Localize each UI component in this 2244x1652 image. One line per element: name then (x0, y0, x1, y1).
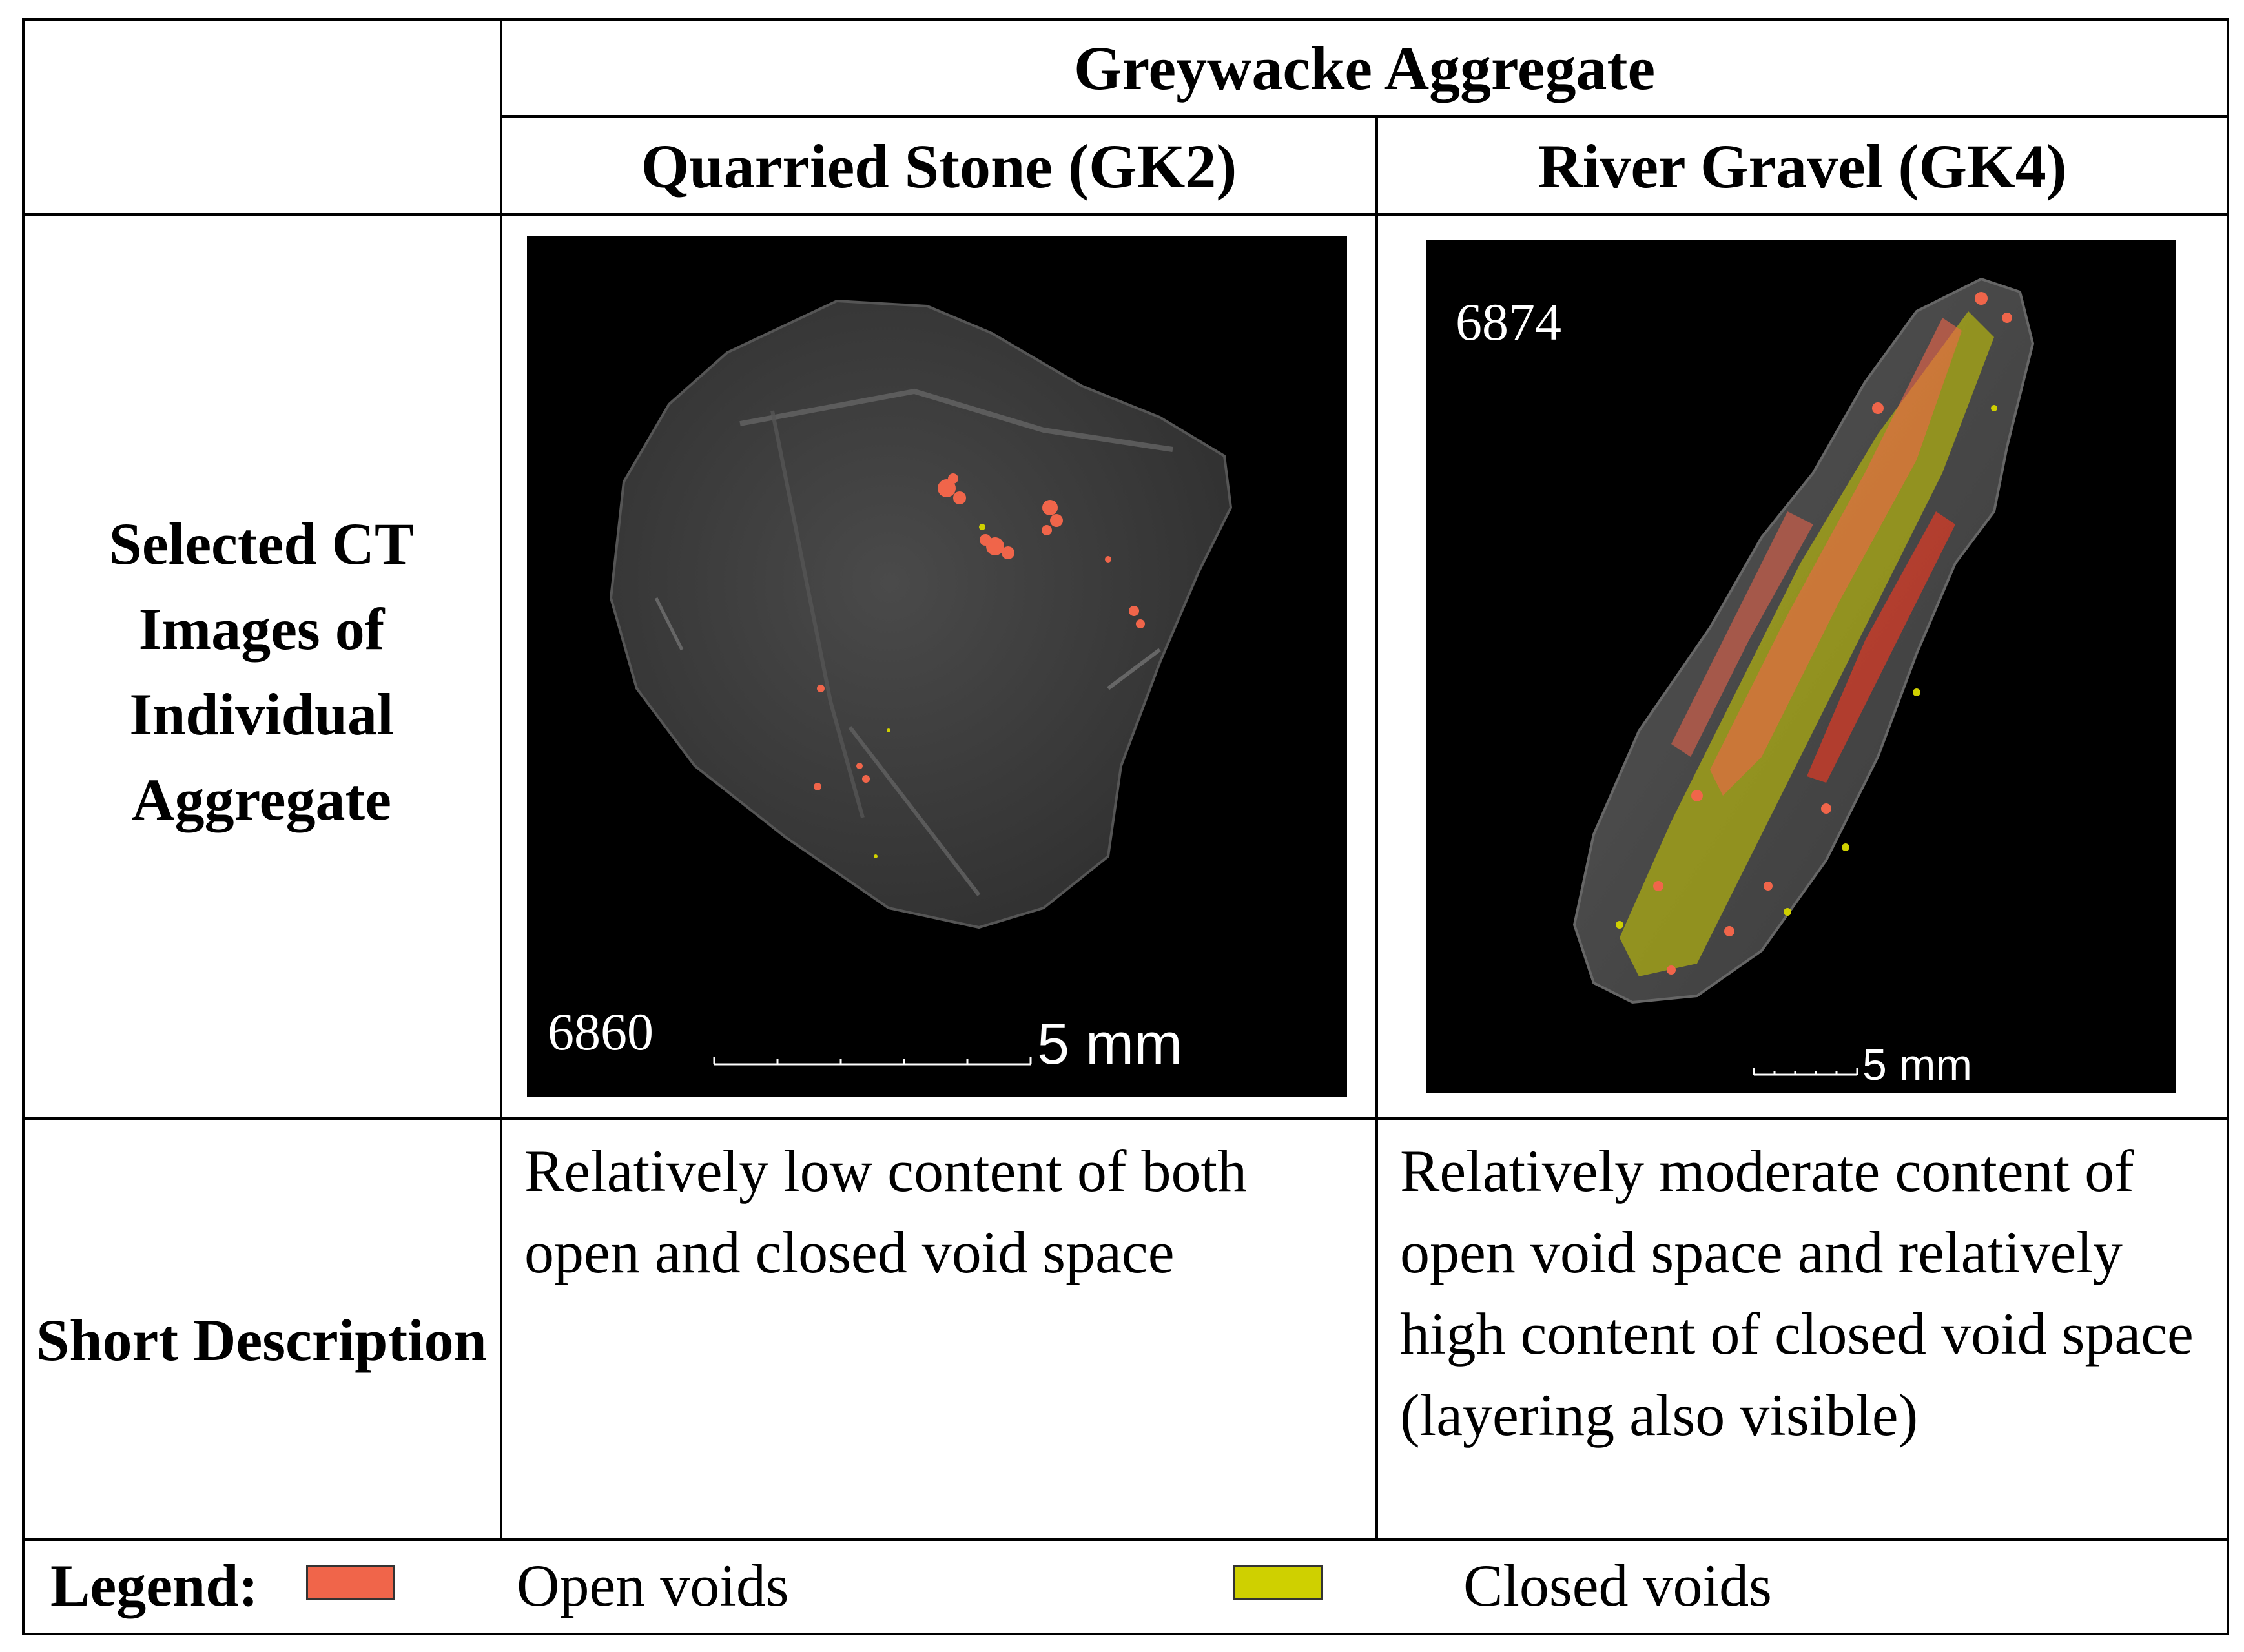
table-border-right (2227, 18, 2229, 1635)
ct-image-quarried-stone: 6860 5 mm (527, 236, 1347, 1097)
open-void-band-1 (1710, 318, 1962, 796)
legend-label-open-voids: Open voids (517, 1553, 789, 1618)
header-greywacke-aggregate: Greywacke Aggregate (1073, 33, 1656, 103)
legend-swatch-closed-voids (1233, 1565, 1323, 1600)
open-void-band-3 (1671, 511, 1813, 757)
column-header-quarried-stone: Quarried Stone (GK2) (641, 131, 1237, 201)
legend-label-closed-voids: Closed voids (1463, 1553, 1772, 1618)
river-gravel-render (1572, 277, 2035, 1076)
ct-image-river-gravel: 6874 5 mm (1426, 240, 2176, 1093)
table-border-left (22, 18, 25, 1635)
middle-column-divider (1375, 115, 1378, 1541)
row-label-short-description: Short Description (36, 1307, 487, 1373)
scale-label-2: 5 mm (1862, 1040, 1972, 1089)
label-column-divider (500, 18, 502, 1541)
table-border-bottom (22, 1633, 2229, 1635)
description-row-bottom-line (22, 1538, 2229, 1541)
quarried-stone-render (609, 299, 1233, 1066)
description-quarried-stone: Relatively low content of both open and … (524, 1138, 1248, 1285)
scale-bar-1 (713, 1057, 1032, 1066)
image-id-label-6860: 6860 (548, 1002, 654, 1061)
table-border-top (22, 18, 2229, 21)
legend-swatch-open-voids (306, 1565, 395, 1600)
closed-void-specks (1616, 405, 1997, 929)
header-bottom-line (22, 213, 2229, 216)
open-void-specks (1653, 292, 2012, 975)
image-id-label-6874: 6874 (1456, 293, 1561, 351)
description-river-gravel: Relatively moderate content of open void… (1400, 1138, 2194, 1448)
image-row-bottom-line (22, 1117, 2229, 1120)
row-label-ct-images: Selected CT Images of Individual Aggrega… (108, 511, 415, 832)
closed-void-marks (874, 524, 985, 858)
scale-label-1: 5 mm (1037, 1012, 1182, 1077)
open-void-band-2 (1807, 511, 1955, 783)
open-void-marks (814, 473, 1145, 790)
column-header-river-gravel: River Gravel (GK4) (1538, 131, 2067, 201)
legend-title: Legend: (50, 1553, 258, 1618)
stone-body (609, 299, 1233, 929)
header-group-divider (500, 115, 2228, 118)
scale-bar-2 (1753, 1068, 1858, 1076)
